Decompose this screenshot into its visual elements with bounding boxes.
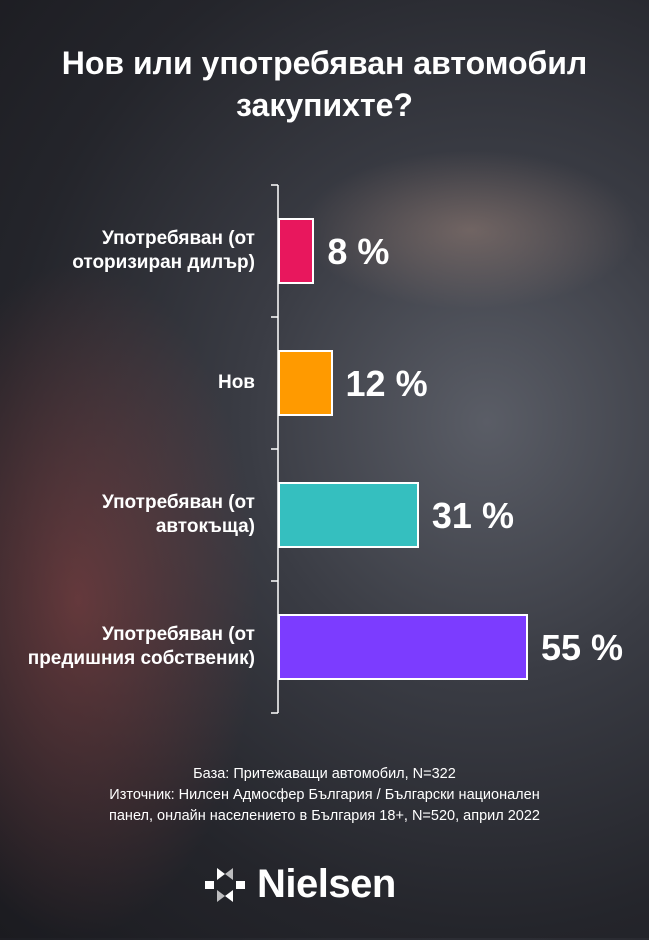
value-label: 55 % bbox=[541, 627, 624, 668]
bar bbox=[278, 482, 419, 548]
notes: База: Притежаващи автомобил, N=322 Източн… bbox=[0, 764, 649, 827]
background bbox=[0, 260, 260, 940]
logo-text: Nielsen bbox=[257, 862, 396, 906]
category-label: Употребяван (от автокъща) bbox=[101, 492, 255, 537]
value-label: 12 % bbox=[345, 363, 428, 404]
bar bbox=[278, 350, 333, 416]
bar bbox=[278, 218, 315, 284]
category-label: Употребяван (от оторизиран дилър) bbox=[72, 228, 255, 273]
logo: Nielsen bbox=[205, 862, 396, 907]
category-label: Употребяван (от предишния собственик) bbox=[27, 624, 255, 669]
value-label: 31 % bbox=[431, 495, 514, 536]
note-line: панел, онлайн населението в България 18+… bbox=[109, 808, 540, 824]
note-line: Източник: Нилсен Адмосфер България / Бъл… bbox=[109, 787, 540, 803]
logo-icon bbox=[205, 867, 245, 902]
category-label: Нов bbox=[217, 372, 255, 393]
background bbox=[300, 150, 640, 310]
note-line: База: Притежаващи автомобил, N=322 bbox=[193, 766, 456, 782]
value-label: 8 % bbox=[327, 231, 390, 272]
chart-title: Нов или употребяван автомобил закупихте? bbox=[61, 45, 588, 123]
bar bbox=[278, 614, 528, 680]
